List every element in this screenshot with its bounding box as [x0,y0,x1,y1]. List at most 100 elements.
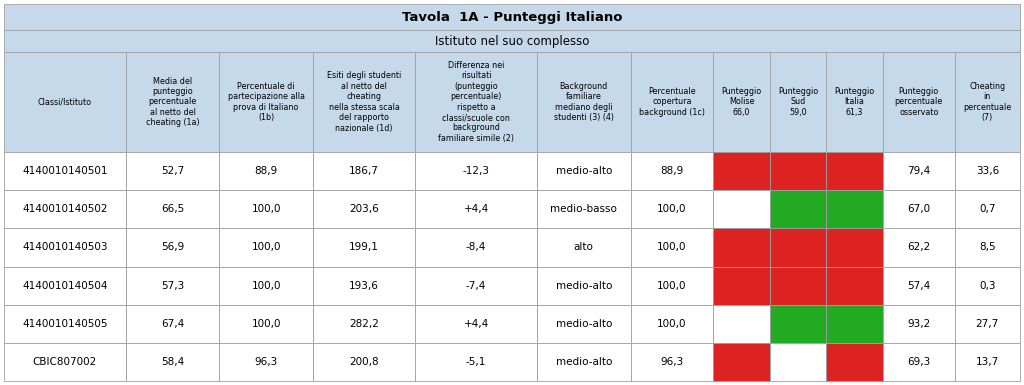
Bar [4,30,1020,52]
Text: 0,7: 0,7 [979,204,995,214]
Text: Differenza nei
risultati
(punteggio
percentuale)
rispetto a
classi/scuole con
ba: Differenza nei risultati (punteggio perc… [438,61,514,143]
Text: 33,6: 33,6 [976,166,999,176]
Bar [826,190,883,228]
Text: 8,5: 8,5 [979,243,995,253]
Bar [4,4,1020,30]
Bar [631,190,714,228]
Text: Esiti degli studenti
al netto del
cheating
nella stessa scala
del rapporto
nazio: Esiti degli studenti al netto del cheati… [327,72,401,132]
Bar [219,52,313,152]
Bar [415,152,537,190]
Bar [826,152,883,190]
Text: medio-alto: medio-alto [556,319,612,329]
Text: Cheating
in
percentuale
(7): Cheating in percentuale (7) [964,82,1012,122]
Text: medio-alto: medio-alto [556,166,612,176]
Bar [537,152,631,190]
Text: 93,2: 93,2 [907,319,931,329]
Text: 186,7: 186,7 [349,166,379,176]
Bar [4,343,126,381]
Bar [826,343,883,381]
Text: Istituto nel suo complesso: Istituto nel suo complesso [435,35,589,47]
Bar [631,266,714,305]
Text: Tavola  1A - Punteggi Italiano: Tavola 1A - Punteggi Italiano [401,10,623,23]
Text: 57,3: 57,3 [161,281,184,291]
Bar [415,228,537,266]
Text: 282,2: 282,2 [349,319,379,329]
Bar [219,266,313,305]
Bar [219,305,313,343]
Bar [770,343,826,381]
Text: 62,2: 62,2 [907,243,931,253]
Bar [770,228,826,266]
Text: 100,0: 100,0 [252,319,281,329]
Text: CBIC807002: CBIC807002 [33,357,97,367]
Text: -5,1: -5,1 [466,357,486,367]
Bar [631,152,714,190]
Text: 88,9: 88,9 [255,166,278,176]
Bar [537,190,631,228]
Text: 69,3: 69,3 [907,357,931,367]
Text: Background
familiare
mediano degli
studenti (3) (4): Background familiare mediano degli stude… [554,82,613,122]
Bar [313,152,415,190]
Text: -8,4: -8,4 [466,243,486,253]
Text: 56,9: 56,9 [161,243,184,253]
Bar [883,266,954,305]
Bar [631,228,714,266]
Text: 0,3: 0,3 [979,281,995,291]
Bar [219,152,313,190]
Bar [313,228,415,266]
Text: 67,0: 67,0 [907,204,931,214]
Text: 27,7: 27,7 [976,319,999,329]
Text: medio-alto: medio-alto [556,357,612,367]
Text: 66,5: 66,5 [161,204,184,214]
Bar [4,266,126,305]
Bar [883,228,954,266]
Bar [313,52,415,152]
Bar [883,190,954,228]
Bar [714,228,770,266]
Bar [415,305,537,343]
Bar [4,152,126,190]
Text: 4140010140505: 4140010140505 [23,319,108,329]
Bar [770,266,826,305]
Text: 100,0: 100,0 [252,281,281,291]
Bar [714,52,770,152]
Text: +4,4: +4,4 [464,319,488,329]
Text: medio-basso: medio-basso [550,204,617,214]
Text: 67,4: 67,4 [161,319,184,329]
Bar [954,305,1020,343]
Text: 100,0: 100,0 [252,243,281,253]
Text: 100,0: 100,0 [657,319,687,329]
Text: 199,1: 199,1 [349,243,379,253]
Text: 96,3: 96,3 [660,357,684,367]
Bar [954,190,1020,228]
Text: Percentuale di
partecipazione alla
prova di Italiano
(1b): Percentuale di partecipazione alla prova… [227,82,305,122]
Bar [631,305,714,343]
Text: 203,6: 203,6 [349,204,379,214]
Bar [714,305,770,343]
Bar [770,52,826,152]
Bar [826,228,883,266]
Text: 88,9: 88,9 [660,166,684,176]
Bar [631,343,714,381]
Text: 193,6: 193,6 [349,281,379,291]
Text: 96,3: 96,3 [255,357,278,367]
Bar [883,343,954,381]
Bar [4,52,126,152]
Bar [415,266,537,305]
Bar [415,343,537,381]
Text: Punteggio
Molise
66,0: Punteggio Molise 66,0 [721,87,762,117]
Text: -7,4: -7,4 [466,281,486,291]
Text: 100,0: 100,0 [657,281,687,291]
Text: Classi/Istituto: Classi/Istituto [38,97,92,107]
Bar [954,228,1020,266]
Text: 4140010140504: 4140010140504 [23,281,108,291]
Text: 100,0: 100,0 [657,243,687,253]
Bar [537,305,631,343]
Bar [126,52,219,152]
Text: Punteggio
percentuale
osservato: Punteggio percentuale osservato [895,87,943,117]
Bar [537,266,631,305]
Bar [954,266,1020,305]
Bar [313,266,415,305]
Text: 100,0: 100,0 [252,204,281,214]
Text: 13,7: 13,7 [976,357,999,367]
